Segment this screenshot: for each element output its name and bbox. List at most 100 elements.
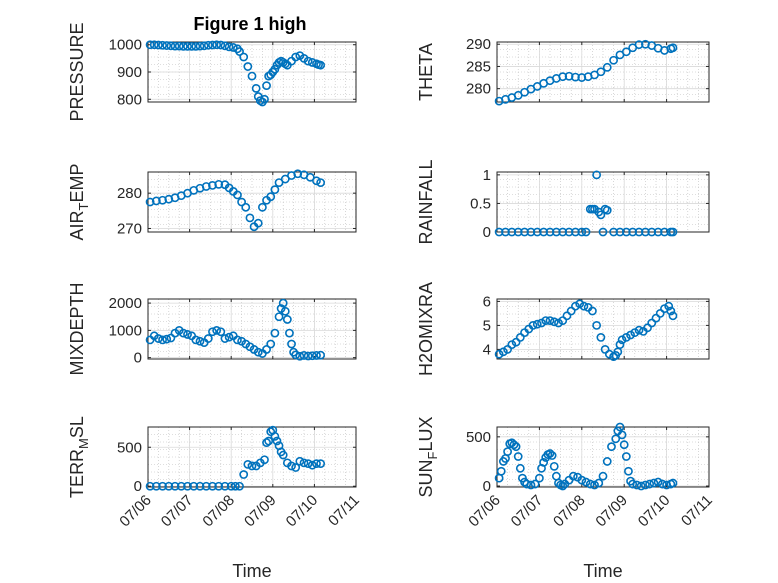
data-point bbox=[158, 40, 167, 50]
axes-frame bbox=[496, 298, 710, 360]
y-tick-label: 0 bbox=[483, 478, 491, 495]
data-point bbox=[545, 449, 555, 458]
y-tick-label: 2000 bbox=[109, 295, 142, 312]
data-point bbox=[668, 227, 678, 237]
data-point bbox=[280, 174, 290, 184]
data-point bbox=[653, 227, 663, 237]
data-point bbox=[285, 328, 294, 338]
data-point bbox=[513, 227, 523, 237]
figure-title: Figure 1 high bbox=[193, 14, 306, 34]
x-tick-label: 07/08 bbox=[199, 492, 238, 531]
y-tick-label: 1 bbox=[483, 167, 491, 184]
data-point bbox=[558, 316, 568, 325]
data-point bbox=[515, 463, 525, 473]
data-point bbox=[208, 327, 217, 337]
data-point bbox=[170, 41, 180, 51]
data-point bbox=[158, 481, 167, 491]
data-point bbox=[266, 339, 276, 349]
data-point bbox=[291, 463, 301, 472]
data-point bbox=[183, 330, 192, 339]
data-point bbox=[166, 41, 176, 51]
data-point bbox=[621, 227, 631, 237]
data-point bbox=[189, 481, 199, 491]
data-point bbox=[295, 351, 305, 361]
data-point bbox=[262, 81, 271, 91]
x-tick-label: 07/06 bbox=[116, 492, 155, 531]
data-point bbox=[270, 185, 280, 195]
data-point bbox=[530, 479, 540, 489]
y-tick-label: 900 bbox=[117, 64, 142, 81]
data-point bbox=[312, 459, 321, 469]
y-tick-label: 280 bbox=[466, 81, 491, 98]
data-point bbox=[287, 56, 296, 66]
data-point bbox=[634, 325, 644, 335]
data-point bbox=[243, 62, 253, 71]
data-point bbox=[566, 306, 576, 316]
data-point bbox=[526, 480, 536, 490]
data-point bbox=[520, 227, 529, 237]
data-point bbox=[158, 335, 167, 345]
data-point bbox=[590, 480, 599, 490]
data-point bbox=[316, 178, 326, 187]
y-tick-label: 270 bbox=[117, 220, 142, 237]
axes-frame bbox=[496, 41, 710, 103]
axes-frame bbox=[496, 426, 710, 488]
data-point bbox=[609, 55, 618, 65]
data-point bbox=[287, 339, 296, 349]
y-tick-label: 290 bbox=[466, 36, 491, 53]
data-point bbox=[657, 479, 667, 489]
data-point bbox=[647, 227, 657, 237]
subplot-air-temp: 270 280 AIRTEMP bbox=[67, 164, 357, 240]
data-point bbox=[237, 197, 246, 207]
data-point bbox=[187, 41, 197, 51]
data-point bbox=[247, 71, 257, 81]
data-point bbox=[515, 332, 525, 342]
data-point bbox=[295, 456, 305, 466]
axes-frame bbox=[496, 171, 710, 233]
data-point bbox=[253, 218, 263, 228]
x-tick-label: 07/10 bbox=[283, 492, 322, 531]
data-point bbox=[630, 328, 640, 337]
data-point bbox=[619, 440, 629, 450]
data-point bbox=[307, 460, 317, 470]
data-point bbox=[549, 461, 559, 471]
data-point bbox=[511, 337, 521, 347]
y-axis-label: RAINFALL bbox=[416, 159, 436, 244]
data-point bbox=[532, 227, 542, 237]
data-point bbox=[214, 481, 224, 491]
subplot-pressure: 800 900 1000 PRESSURE bbox=[67, 22, 357, 122]
axes-frame bbox=[147, 426, 357, 488]
data-point bbox=[208, 481, 217, 491]
data-point bbox=[615, 227, 625, 237]
subplot-sun-flux: 0 500 07/06 07/07 07/08 07/09 07/10 07/11 Time SU… bbox=[416, 417, 716, 581]
data-point bbox=[503, 344, 512, 354]
data-point bbox=[274, 312, 284, 322]
data-point bbox=[226, 481, 236, 491]
data-point bbox=[316, 350, 326, 360]
data-point bbox=[208, 181, 217, 190]
data-point bbox=[526, 227, 536, 237]
data-point bbox=[191, 41, 201, 51]
y-tick-label: 1000 bbox=[109, 322, 142, 339]
data-point bbox=[201, 182, 211, 191]
x-axis-label: Time bbox=[583, 561, 622, 581]
data-point bbox=[153, 334, 163, 343]
data-point bbox=[164, 481, 174, 491]
data-point bbox=[577, 475, 587, 485]
data-point bbox=[651, 313, 661, 323]
data-point bbox=[539, 227, 549, 237]
data-point bbox=[617, 430, 627, 440]
data-point bbox=[641, 227, 650, 237]
data-point bbox=[645, 479, 655, 489]
data-point bbox=[174, 41, 184, 51]
data-point bbox=[299, 351, 309, 360]
data-point bbox=[153, 40, 163, 50]
data-point bbox=[588, 306, 597, 316]
data-point bbox=[312, 176, 321, 186]
data-point bbox=[278, 450, 288, 460]
data-point bbox=[266, 192, 276, 202]
data-point bbox=[611, 434, 621, 444]
data-point bbox=[541, 316, 551, 325]
data-point bbox=[615, 422, 625, 432]
